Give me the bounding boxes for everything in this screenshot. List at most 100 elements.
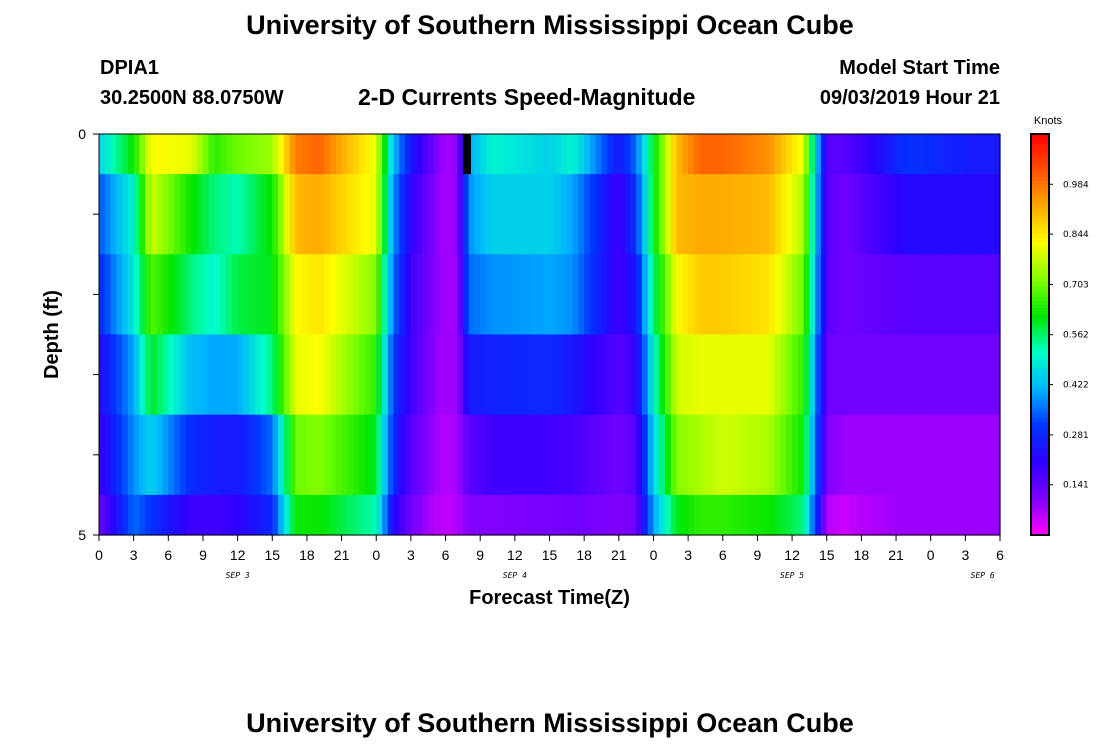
heatmap-cell [820, 254, 828, 336]
colorbar-tick-label: 0.141 [1063, 481, 1089, 491]
heatmap-cell [976, 414, 984, 496]
heatmap-cell [382, 414, 389, 496]
heatmap-cell [745, 134, 753, 175]
heatmap-cell [722, 174, 730, 255]
heatmap-cell [630, 134, 637, 175]
heatmap-cell [797, 174, 805, 255]
heatmap-cell [561, 134, 568, 175]
colorbar-tick-label: 0.984 [1063, 180, 1089, 190]
heatmap-cell [589, 254, 597, 336]
heatmap-cell [607, 414, 614, 496]
colorbar-segment [1031, 227, 1049, 232]
heatmap-cell [243, 414, 250, 496]
heatmap-cell [607, 174, 614, 255]
colorbar-segment [1031, 454, 1049, 459]
heatmap-cell [722, 414, 730, 496]
heatmap-cell [226, 134, 233, 175]
chart-subtitle: 2-D Currents Speed-Magnitude [358, 84, 696, 110]
heatmap-cell [936, 174, 943, 255]
heatmap-cell [306, 134, 314, 175]
colorbar-segment [1031, 281, 1049, 285]
heatmap-cell [716, 254, 724, 336]
heatmap-cell [370, 174, 377, 255]
x-tick-label: 3 [407, 547, 415, 563]
heatmap-cell [514, 174, 522, 255]
heatmap-cell [405, 334, 412, 416]
heatmap-cell [480, 414, 487, 496]
heatmap-cell [254, 254, 262, 336]
heatmap-cell [948, 134, 955, 175]
heatmap-cell [884, 334, 891, 416]
heatmap-cell [127, 174, 135, 255]
heatmap-cell [266, 134, 273, 175]
heatmap-cell [896, 414, 903, 496]
heatmap-cell [312, 254, 320, 336]
colorbar-segment [1031, 220, 1049, 225]
heatmap-cell [382, 134, 389, 175]
heatmap-cell [792, 494, 799, 536]
heatmap-cell [942, 174, 949, 255]
heatmap-cell [260, 494, 268, 536]
heatmap-cell [636, 494, 643, 536]
heatmap-cell [156, 134, 164, 175]
heatmap-cell [249, 494, 256, 536]
colorbar-segment [1031, 250, 1049, 255]
heatmap-cell [936, 134, 943, 175]
heatmap-cell [751, 174, 759, 255]
heatmap-cell [965, 334, 972, 416]
colorbar-segment [1031, 504, 1049, 509]
heatmap-cell [757, 254, 764, 336]
heatmap-cell [353, 254, 360, 336]
heatmap-cell [99, 494, 106, 536]
heatmap-cell [393, 494, 400, 536]
heatmap-cell [682, 414, 689, 496]
heatmap-cell [503, 414, 510, 496]
heatmap-cell [416, 334, 424, 416]
heatmap-cell [185, 174, 193, 255]
heatmap-cell [509, 334, 516, 416]
heatmap-cell [653, 494, 660, 536]
colorbar-segment [1031, 311, 1049, 316]
heatmap-cell [936, 334, 943, 416]
heatmap-cell [942, 494, 949, 536]
heatmap-cell [820, 174, 828, 255]
heatmap-cell [410, 414, 418, 496]
heatmap-cell [283, 494, 291, 536]
heatmap-cell [589, 134, 597, 175]
heatmap-cell [734, 494, 741, 536]
x-tick-label: 0 [372, 547, 380, 563]
heatmap-cell [376, 134, 383, 175]
heatmap-cell [503, 174, 510, 255]
heatmap-cell [422, 174, 429, 255]
heatmap-cell [416, 134, 424, 175]
heatmap-cell [260, 414, 268, 496]
heatmap-cell [890, 334, 897, 416]
heatmap-cell [919, 134, 926, 175]
heatmap-cell [618, 134, 626, 175]
heatmap-cell [405, 414, 412, 496]
heatmap-cell [272, 494, 279, 536]
heatmap-cell [185, 334, 193, 416]
heatmap-cell [682, 494, 689, 536]
heatmap-cell [231, 334, 239, 416]
colorbar-segment [1031, 174, 1049, 179]
colorbar-segment [1031, 287, 1049, 292]
heatmap-cell [399, 174, 406, 255]
heatmap-cell [243, 174, 250, 255]
station-id: DPIA1 [100, 57, 159, 79]
colorbar-segment [1031, 271, 1049, 275]
heatmap-cell [924, 414, 932, 496]
heatmap-cell [168, 254, 175, 336]
heatmap-cell [422, 494, 429, 536]
heatmap-cell [301, 494, 308, 536]
heatmap-cell [665, 334, 672, 416]
colorbar-segment [1031, 351, 1049, 356]
heatmap-cell [139, 334, 146, 416]
heatmap-cell [705, 254, 712, 336]
heatmap-cell [474, 494, 481, 536]
heatmap-cell [722, 494, 730, 536]
heatmap-cell [867, 494, 874, 536]
heatmap-cell [832, 494, 839, 536]
heatmap-cell [838, 134, 845, 175]
heatmap-cell [641, 494, 649, 536]
